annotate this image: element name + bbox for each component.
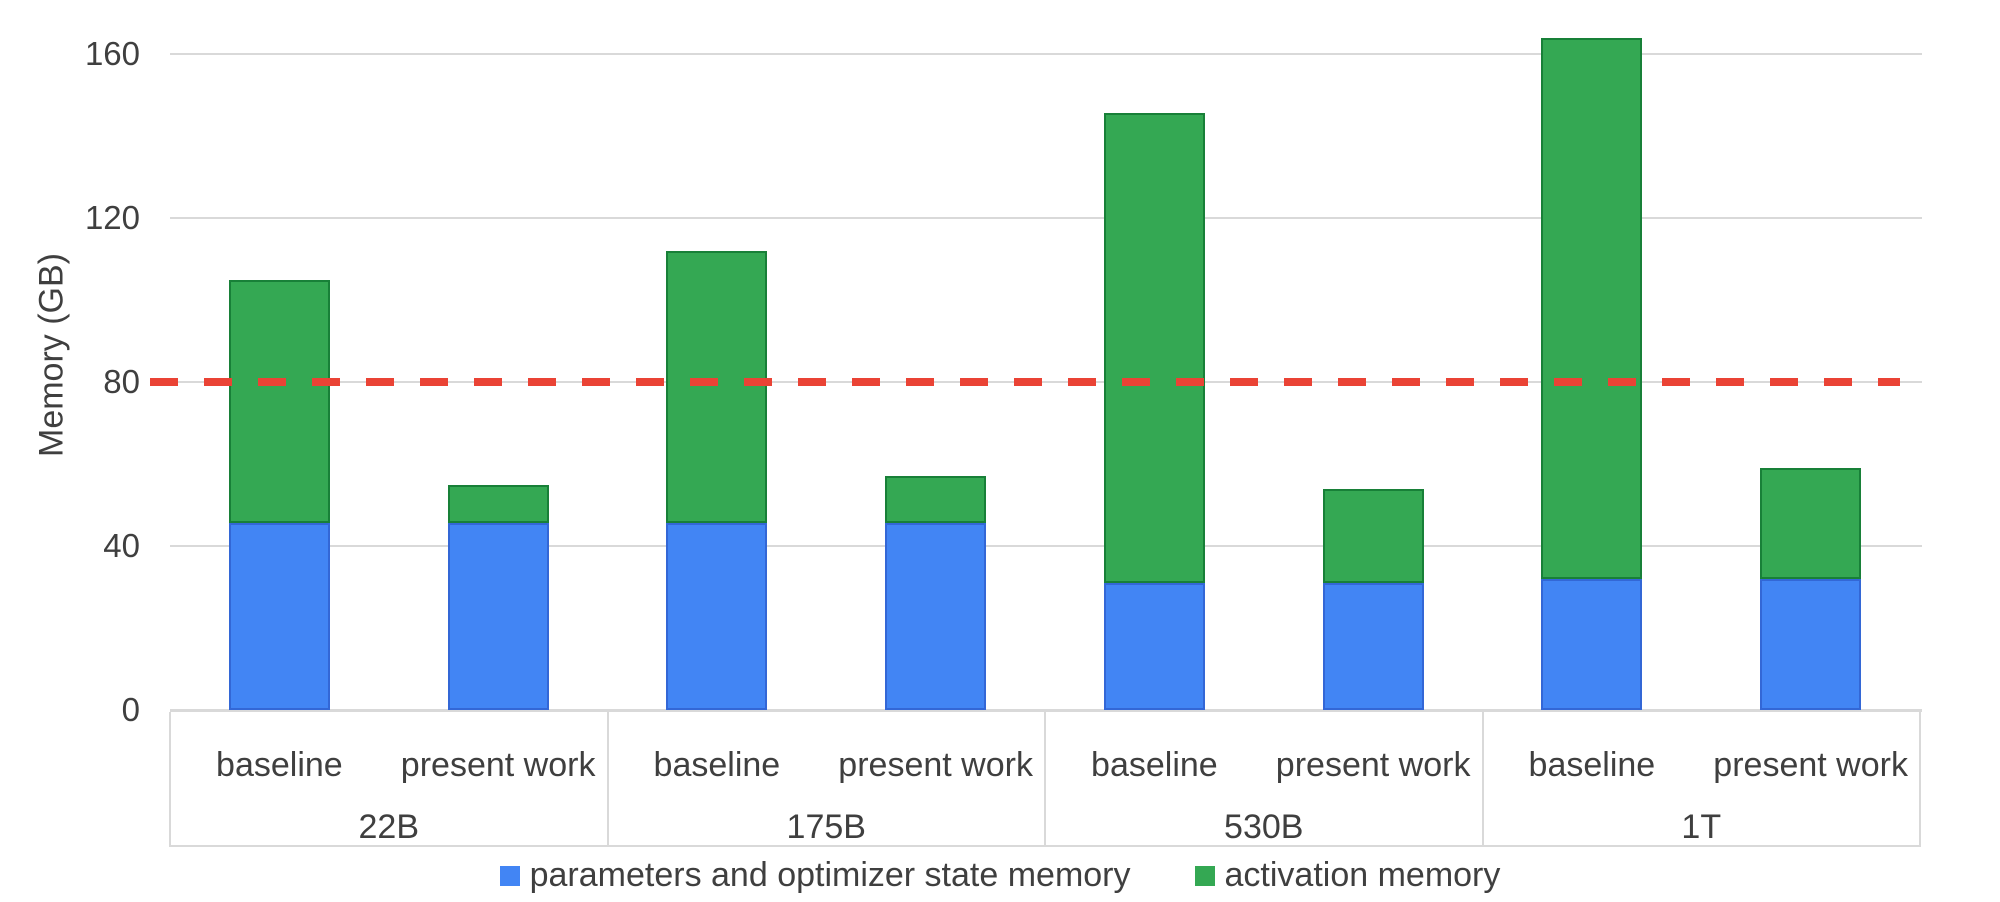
bar-segment-activation [1541,37,1643,579]
legend-item: parameters and optimizer state memory [499,856,1131,895]
group-label: 530B [1224,808,1304,846]
legend-item: activation memory [1194,856,1501,895]
group-separator-line [169,712,171,847]
bar-segment-params [1322,582,1424,710]
bar-segment-params [228,523,330,710]
legend: parameters and optimizer state memory act… [0,856,2000,895]
bar-segment-params [885,523,987,710]
group-separator-line [1919,712,1921,847]
group-separator-line [606,712,609,847]
y-tick-label: 160 [84,35,140,72]
bar-segment-params [1760,578,1862,710]
category-label: present work [838,746,1033,784]
category-label: present work [1275,746,1471,784]
group-label: 22B [358,808,420,846]
legend-label: parameters and optimizer state memory [529,856,1131,894]
category-label: present work [400,746,596,784]
gridline-0 [170,709,1922,712]
group-label: 175B [786,808,866,846]
group-separator-line [1481,712,1484,847]
category-label: baseline [216,746,343,784]
bar-segment-params [1103,582,1205,710]
category-label: present work [1713,746,1908,784]
group-label: 1T [1681,808,1722,846]
reference-line-80gb [150,378,1900,386]
gridline-120 [170,217,1922,219]
bar-segment-activation [666,250,768,524]
bar-segment-params [666,523,768,710]
bar-segment-activation [228,279,330,524]
bar-segment-activation [1103,113,1205,583]
bar-segment-params [447,523,549,710]
gridline-160 [170,53,1922,55]
gridline-40 [170,545,1922,547]
bar-segment-params [1541,578,1643,710]
legend-swatch [1194,865,1215,886]
category-label: baseline [1528,746,1656,784]
bar-segment-activation [1760,468,1862,579]
y-tick-label: 120 [84,199,140,236]
bar-segment-activation [885,476,987,524]
label-box-bottom-border [170,845,1920,847]
legend-swatch [499,865,520,886]
category-label: baseline [653,746,781,784]
y-tick-label: 80 [103,363,140,400]
y-tick-label: 40 [103,527,140,564]
bar-segment-activation [447,484,549,524]
group-separator-line [1044,712,1046,847]
legend-label: activation memory [1224,856,1501,894]
y-tick-label: 0 [121,691,140,728]
bar-segment-activation [1322,488,1424,583]
category-label: baseline [1091,746,1218,784]
